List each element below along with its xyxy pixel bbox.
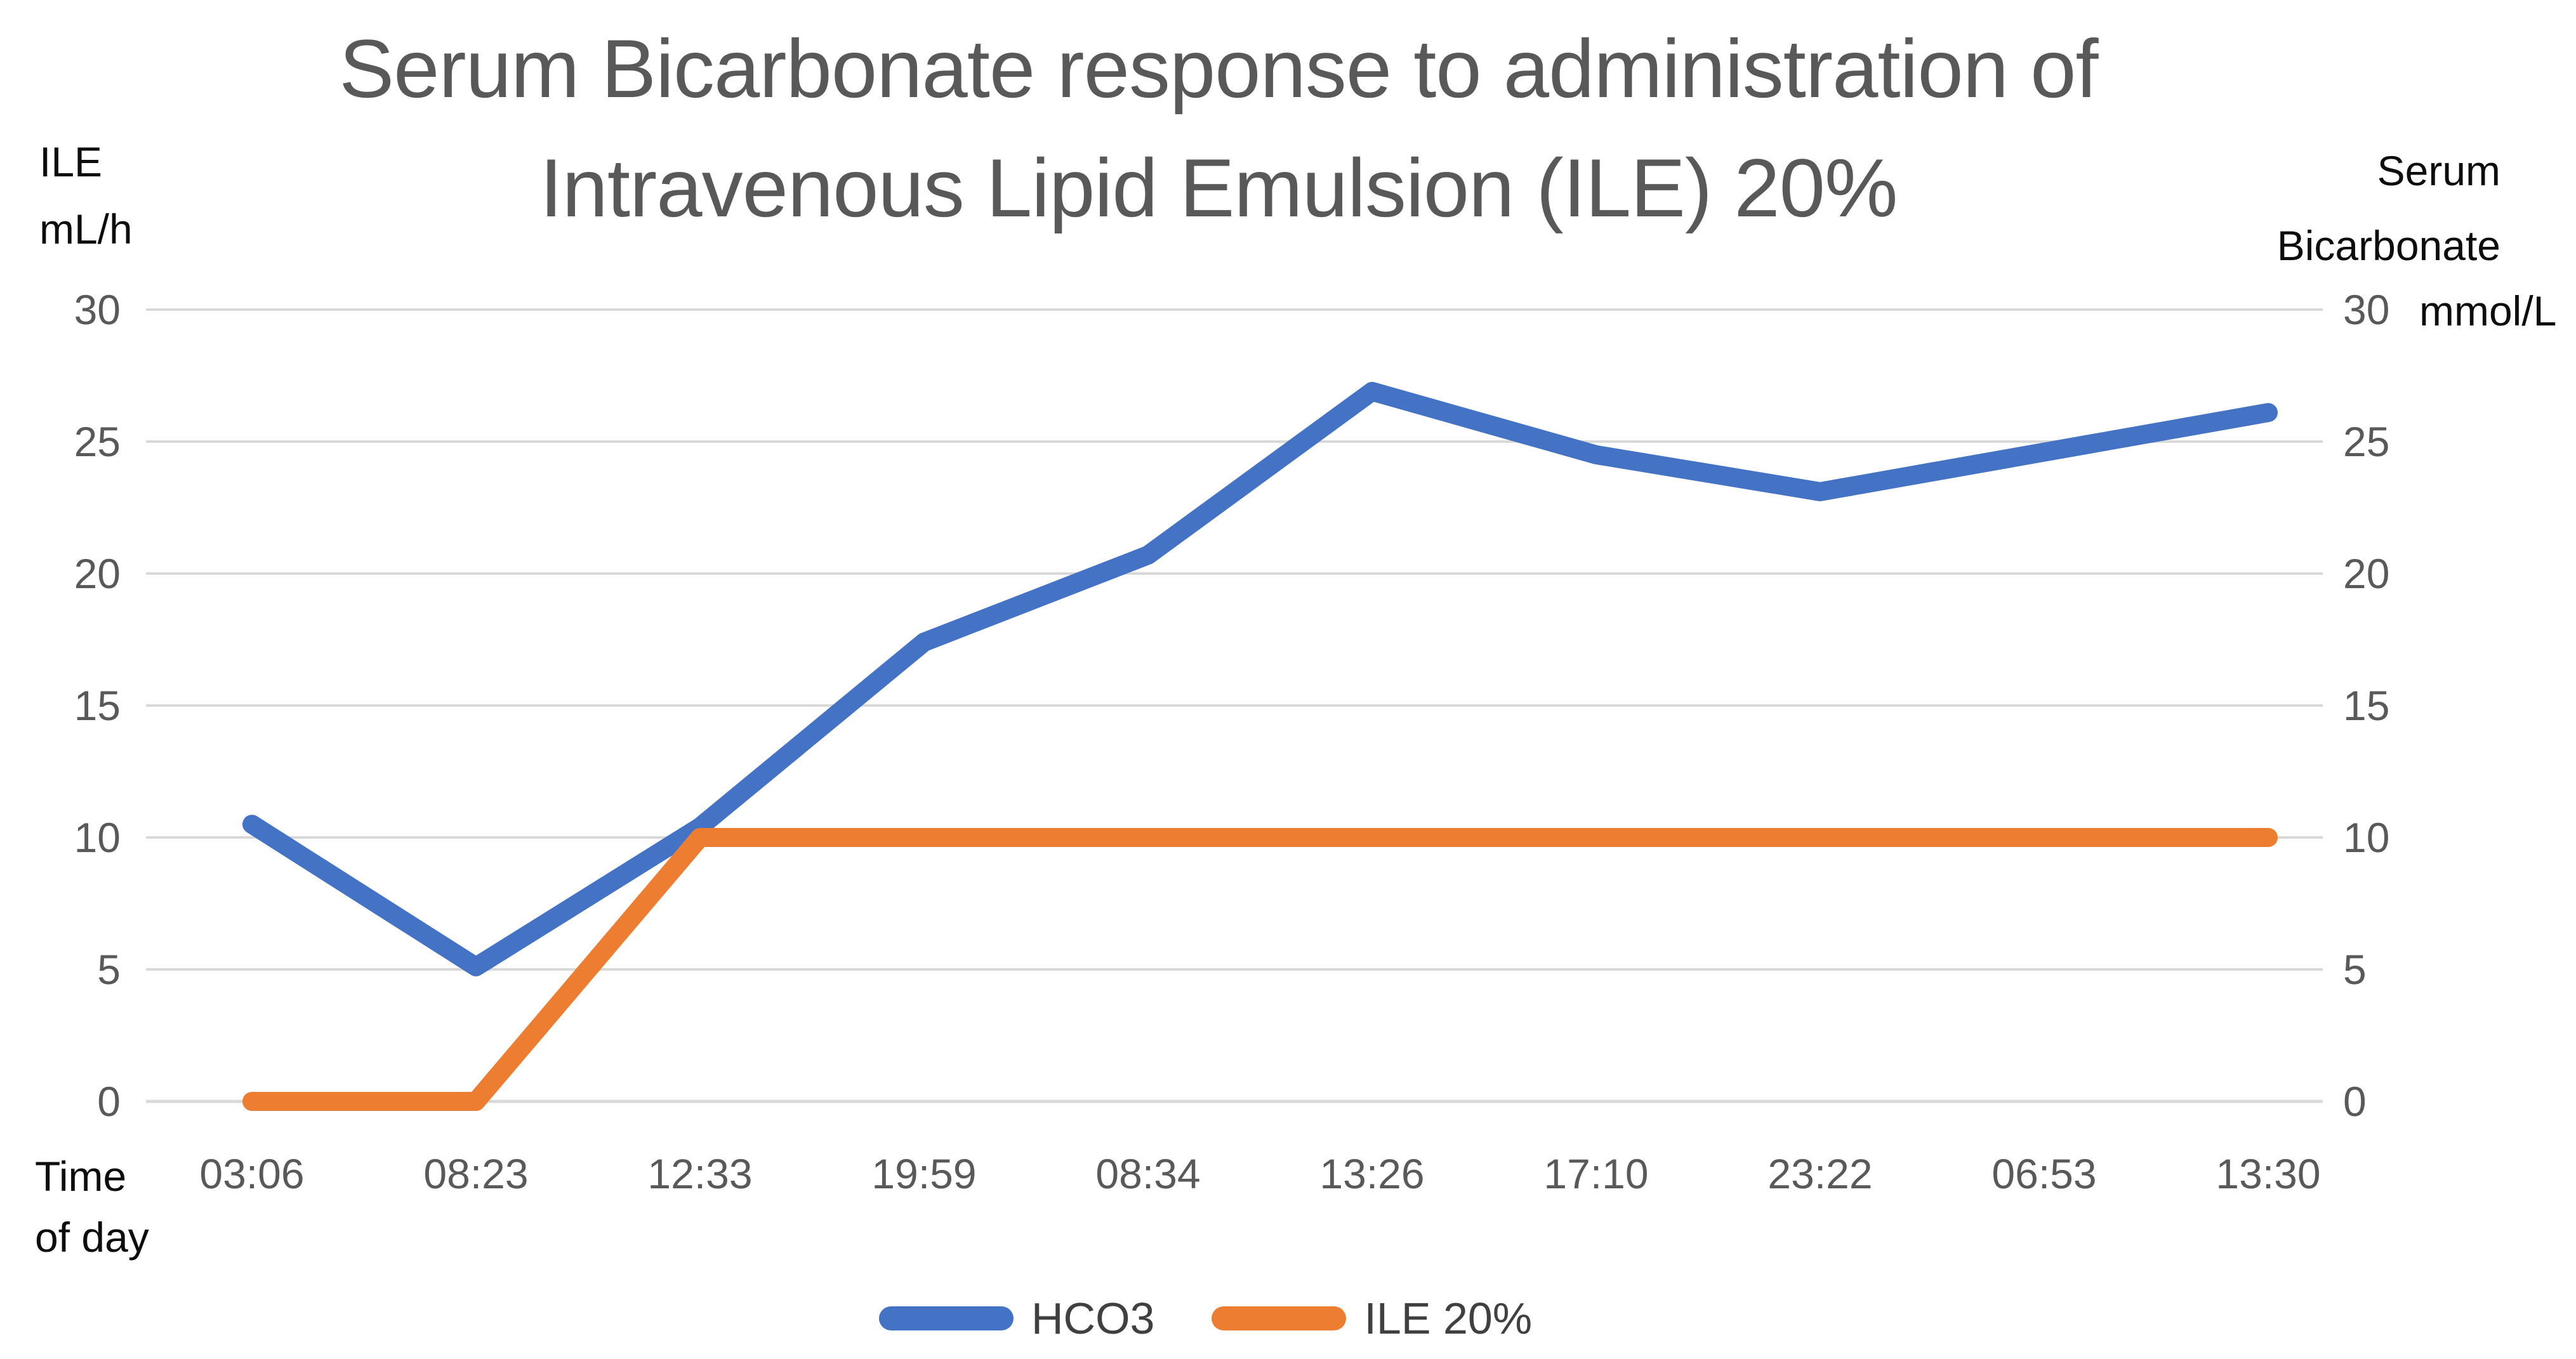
series-line-ile-20- xyxy=(242,828,2278,1111)
chart-title: Serum Bicarbonate response to administra… xyxy=(0,9,2437,247)
legend-label-ile20: ILE 20% xyxy=(1364,1294,1533,1343)
y-tick-label-right-0: 0 xyxy=(2343,1078,2367,1125)
left-axis-title-line-2: mL/h xyxy=(39,206,133,253)
x-tick-label-5: 13:26 xyxy=(1319,1150,1425,1197)
hco3-series-swatch-icon xyxy=(879,1306,1014,1330)
series-line-hco3 xyxy=(242,381,2278,976)
y-tick-label-left-20: 20 xyxy=(74,550,121,597)
y-tick-label-left-0: 0 xyxy=(97,1078,121,1125)
y-tick-label-left-5: 5 xyxy=(97,946,121,993)
y-tick-label-right-25: 25 xyxy=(2343,418,2390,465)
x-tick-label-2: 12:33 xyxy=(647,1150,753,1197)
y-tick-label-right-15: 15 xyxy=(2343,682,2390,729)
x-axis-title-line-2: of day xyxy=(35,1214,149,1261)
left-axis-title-line-1: ILE xyxy=(39,138,103,185)
y-tick-label-right-10: 10 xyxy=(2343,814,2390,861)
ile20-series-swatch-icon xyxy=(1212,1306,1347,1330)
y-tick-label-right-30: 30 xyxy=(2343,286,2390,333)
right-axis-unit: mmol/L xyxy=(2419,287,2557,334)
x-tick-label-9: 13:30 xyxy=(2216,1150,2321,1197)
legend-item-hco3: HCO3 xyxy=(879,1293,1154,1344)
x-tick-label-8: 06:53 xyxy=(1991,1150,2097,1197)
y-tick-label-left-15: 15 xyxy=(74,682,121,729)
left-axis-title: ILE mL/h xyxy=(39,128,133,263)
y-tick-label-left-30: 30 xyxy=(74,286,121,333)
right-axis-title: Serum Bicarbonate xyxy=(2088,133,2500,283)
x-tick-label-1: 08:23 xyxy=(423,1150,529,1197)
y-tick-label-right-20: 20 xyxy=(2343,550,2390,597)
chart-title-line-1: Serum Bicarbonate response to administra… xyxy=(339,22,2098,115)
legend: HCO3 ILE 20% xyxy=(879,1293,1532,1344)
x-tick-label-4: 08:34 xyxy=(1095,1150,1201,1197)
x-tick-label-0: 03:06 xyxy=(199,1150,305,1197)
legend-label-hco3: HCO3 xyxy=(1031,1294,1155,1343)
x-tick-label-6: 17:10 xyxy=(1543,1150,1649,1197)
legend-item-ile20: ILE 20% xyxy=(1212,1293,1532,1344)
x-axis-title-line-1: Time xyxy=(35,1153,127,1200)
right-axis-title-line-1: Serum xyxy=(2377,147,2500,194)
chart-title-line-2: Intravenous Lipid Emulsion (ILE) 20% xyxy=(539,141,1898,234)
right-axis-title-line-2: Bicarbonate xyxy=(2276,222,2500,269)
y-tick-label-right-5: 5 xyxy=(2343,946,2367,993)
x-tick-label-3: 19:59 xyxy=(871,1150,977,1197)
y-tick-label-left-25: 25 xyxy=(74,418,121,465)
x-axis-title: Time of day xyxy=(35,1146,149,1268)
y-tick-label-left-10: 10 xyxy=(74,814,121,861)
x-tick-label-7: 23:22 xyxy=(1767,1150,1873,1197)
